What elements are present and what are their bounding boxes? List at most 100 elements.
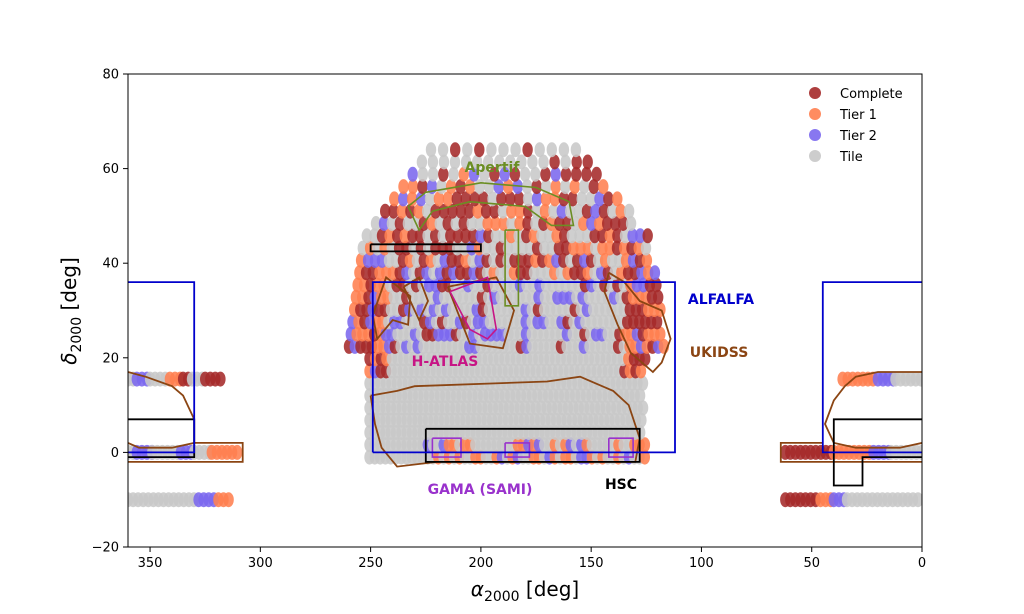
tile-point [570, 142, 582, 158]
tile-point [531, 179, 542, 195]
legend: Complete Tier 1 Tier 2 Tile [809, 87, 903, 165]
tile-point [514, 203, 525, 219]
tile-point [581, 166, 592, 182]
tile-point [495, 240, 506, 256]
apertif-outline [407, 181, 575, 232]
tile-point [442, 216, 453, 231]
tile-point [612, 228, 623, 244]
tile-point [637, 400, 649, 416]
tile-point [460, 228, 471, 244]
tile-point [480, 203, 492, 219]
tile-point [540, 166, 551, 182]
tile-point [516, 154, 527, 170]
tile-point [445, 228, 456, 244]
tile-point [426, 216, 437, 231]
tile-point [514, 191, 525, 207]
tile-point [636, 412, 647, 428]
tile-point [483, 228, 494, 244]
plot-frame [127, 73, 923, 548]
tile-point [566, 228, 577, 244]
x-tick-label: 250 [358, 556, 383, 571]
ukidss-outline [128, 441, 244, 463]
region-label: UKIDSS [690, 345, 749, 361]
tile-point [519, 166, 531, 182]
tile-point [567, 191, 578, 207]
tile-point [422, 228, 433, 244]
tile-point [546, 142, 557, 158]
tile-point [603, 191, 614, 207]
tile-point [538, 154, 549, 170]
tile-point [370, 216, 382, 231]
tile-point [612, 191, 623, 207]
tile-point [510, 142, 521, 158]
tile-point [505, 191, 516, 207]
tile-point [546, 216, 557, 231]
tile-point [594, 216, 605, 231]
legend-marker [809, 129, 821, 141]
tile-point [560, 154, 571, 170]
tile-point [626, 240, 637, 256]
tile-point [619, 228, 631, 244]
tile-point [597, 240, 608, 256]
tile-point [378, 216, 390, 231]
tile-point [433, 191, 445, 207]
tile-point [639, 437, 651, 453]
tile-point [407, 228, 418, 244]
tile-point [586, 216, 597, 231]
tile-point [604, 228, 615, 244]
tile-point [427, 166, 439, 182]
tile-point [617, 216, 629, 231]
ukidss-outline [603, 271, 672, 374]
tile-point [560, 179, 571, 195]
tile-point [445, 179, 457, 195]
tile-point [559, 228, 570, 244]
tile-point [437, 142, 449, 158]
tile-point [369, 228, 380, 244]
x-tick-label: 200 [468, 556, 493, 571]
tile-point [430, 228, 441, 244]
hsc-outline [369, 243, 482, 253]
x-tick-label: 50 [803, 556, 820, 571]
tile-point [464, 179, 476, 195]
tile-point [639, 449, 650, 465]
hatlas-outline [449, 276, 498, 340]
tile-point [604, 240, 615, 256]
tile-point [635, 363, 647, 379]
tile-point [427, 154, 439, 170]
tile-point [483, 154, 494, 170]
tile-point [590, 203, 601, 219]
tile-point [538, 216, 549, 231]
tile-point [392, 228, 403, 244]
tile-point [581, 228, 593, 244]
tile-point [540, 191, 552, 207]
alfalfa-outline [821, 281, 922, 454]
ukidss-outline [779, 441, 922, 463]
tile-point [548, 203, 559, 219]
tile-point [637, 375, 649, 391]
tile-point [386, 216, 398, 231]
tile-point [438, 154, 450, 170]
tile-point [576, 191, 587, 207]
tile-point [653, 289, 664, 305]
tile-point [651, 314, 663, 330]
tile-point [464, 203, 475, 219]
tile-point [527, 154, 538, 170]
tile-point [611, 240, 623, 256]
tile-point [562, 216, 573, 231]
tile-point [531, 203, 542, 219]
tile-point [232, 444, 243, 460]
x-axis-label: α2000 [deg] [471, 577, 580, 605]
legend-label: Complete [840, 87, 903, 102]
y-axis-ticks: −20 0 20 40 60 80 [92, 68, 128, 556]
tile-point [506, 203, 517, 219]
tile-point [610, 216, 621, 231]
tile-point [615, 203, 626, 219]
tile-point [424, 191, 436, 207]
tile-point [490, 228, 502, 244]
tile-point [361, 228, 372, 244]
tile-point [488, 240, 499, 256]
tile-point [503, 179, 514, 195]
tile-point [530, 166, 541, 182]
tile-point [394, 216, 406, 231]
tile-point [389, 191, 400, 207]
